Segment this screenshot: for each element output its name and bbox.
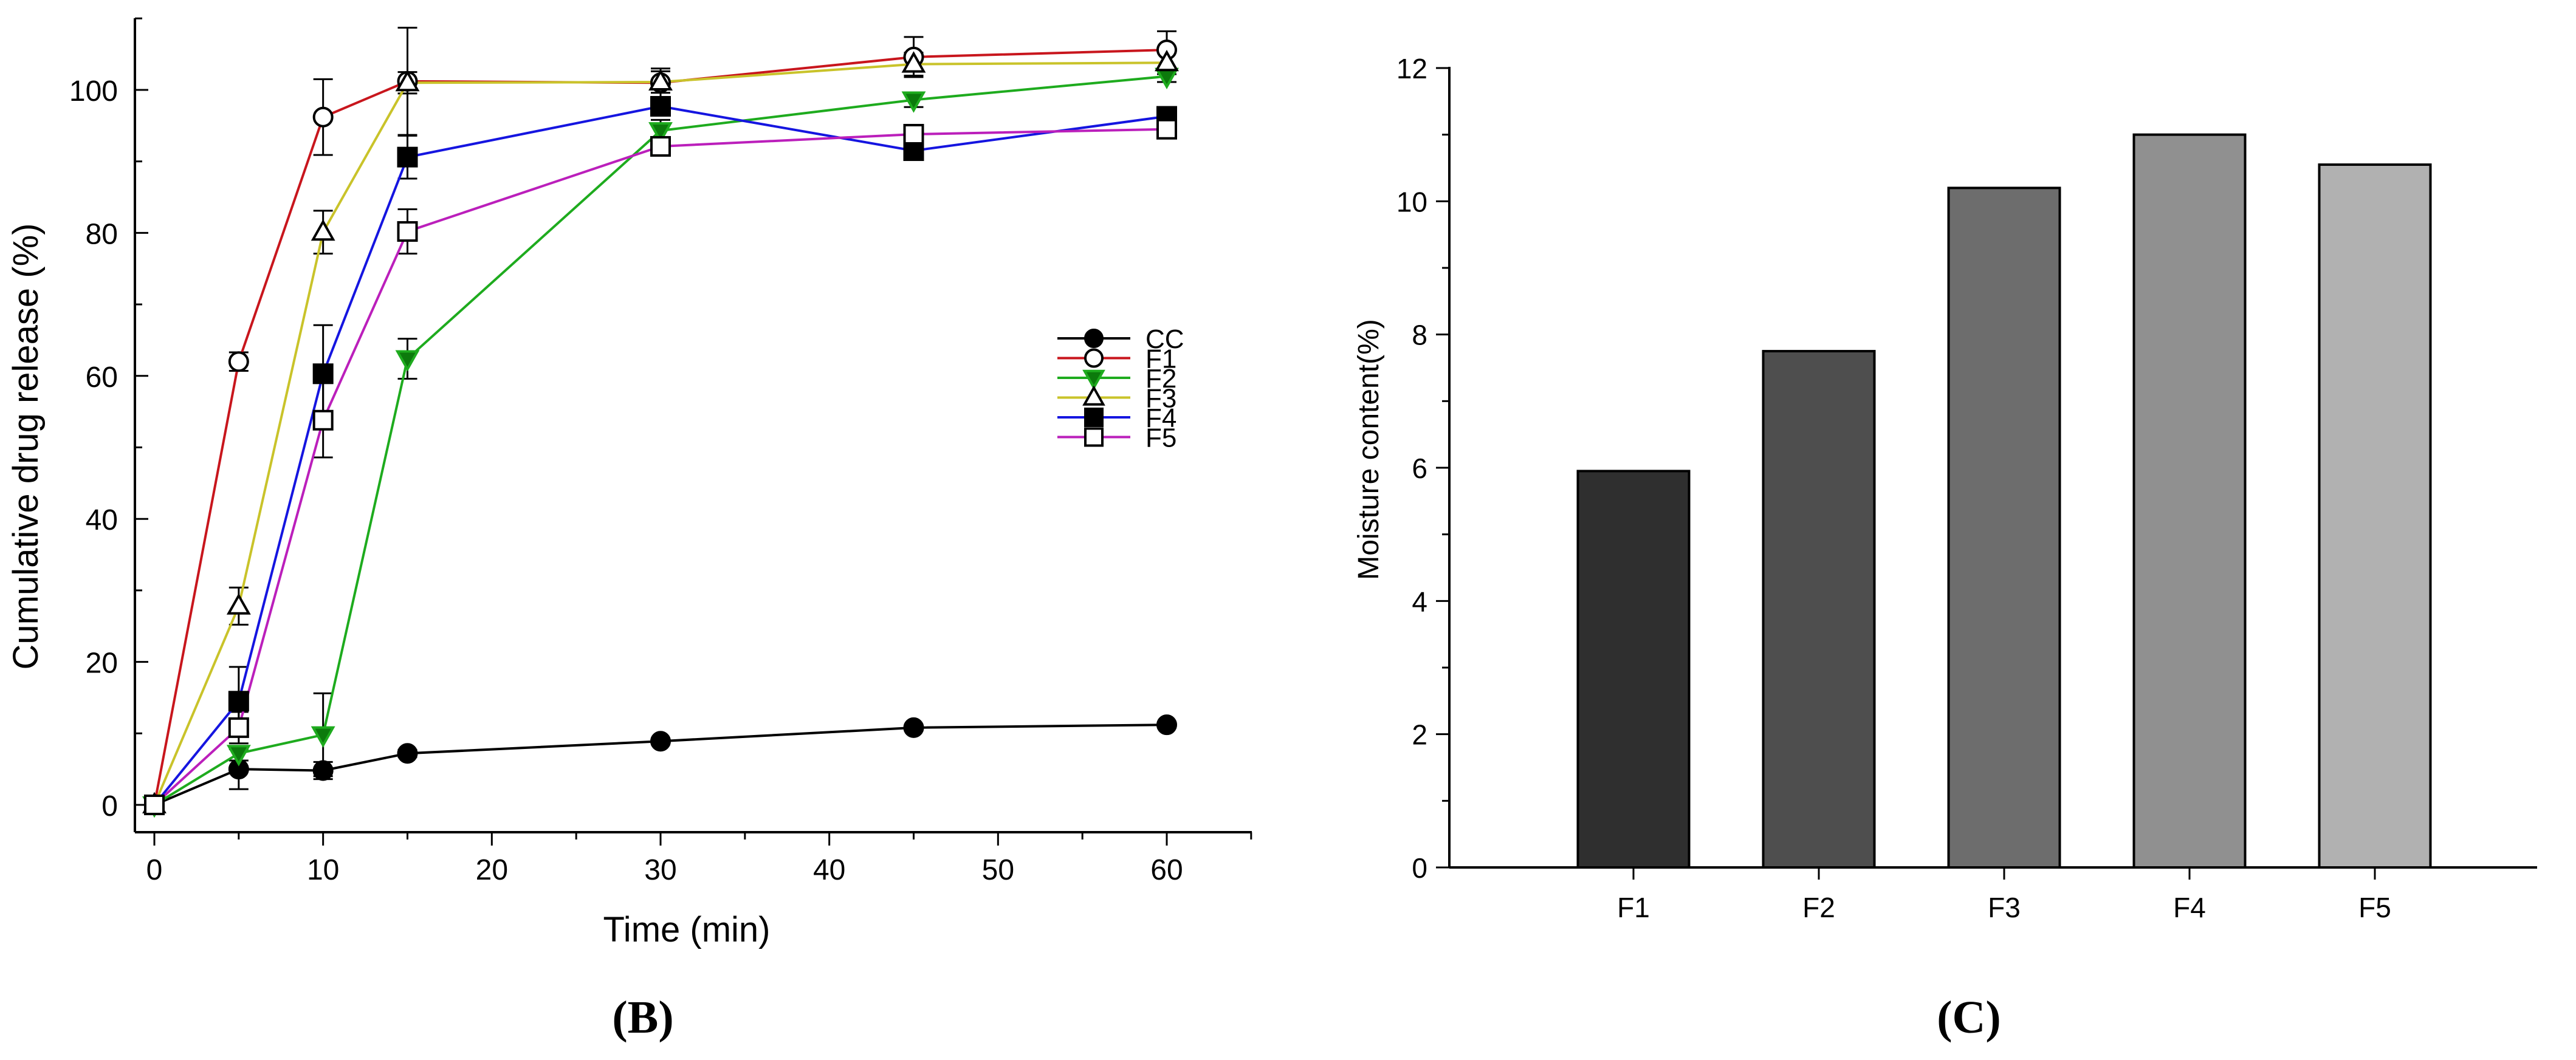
- bar-f2: [1762, 350, 1876, 869]
- data-point-f2: [395, 350, 420, 372]
- data-point-cc: [1156, 714, 1177, 736]
- data-point-cc: [312, 760, 334, 781]
- moisture-chart-y-tick-label: 12: [1396, 53, 1427, 84]
- release-chart-y-tick-label: 80: [86, 218, 118, 250]
- data-point-cc: [650, 731, 671, 752]
- release-chart-axes: 0 20 40 60 80 100 0 10 20 30 40 50 60: [69, 17, 1252, 886]
- release-chart-x-axis-label: Time (min): [603, 910, 771, 949]
- legend-label-f3: F3: [1145, 384, 1176, 414]
- bar-f5: [2318, 163, 2432, 869]
- panel-label-b: (B): [612, 992, 673, 1043]
- data-point-f2: [901, 91, 926, 113]
- release-chart-x-tick-label: 10: [307, 854, 339, 886]
- moisture-chart-x-tick-label: F5: [2358, 892, 2391, 923]
- data-point-f3: [901, 51, 926, 73]
- moisture-chart-x-tick-label: F4: [2173, 892, 2206, 923]
- data-point-f4: [228, 691, 249, 712]
- moisture-chart-y-tick-label: 2: [1412, 719, 1427, 751]
- moisture-chart-y-tick-label: 10: [1396, 186, 1427, 217]
- release-chart-y-tick-label: 0: [101, 790, 118, 822]
- legend-marker-f4: [1084, 408, 1104, 427]
- data-point-f1: [228, 351, 249, 372]
- legend-marker-f3: [1082, 385, 1105, 406]
- data-point-f4: [397, 146, 418, 168]
- bar-f1: [1576, 470, 1691, 869]
- bar-f4: [2132, 133, 2247, 869]
- series-line-f3: [153, 61, 1167, 805]
- release-chart-x-tick-label: 40: [813, 854, 845, 886]
- release-chart-y-tick-label: 40: [86, 504, 118, 536]
- series-line-f1: [153, 49, 1167, 805]
- data-point-f5: [312, 409, 334, 431]
- data-point-f4: [650, 96, 671, 117]
- legend-marker-f1: [1084, 348, 1104, 368]
- moisture-chart-x-tick-label: F3: [1988, 892, 2021, 923]
- release-line-chart: 0 20 40 60 80 100 0 10 20 30 40 50 60 Cumulative dru…: [6, 17, 1252, 1043]
- release-chart-x-tick-label: 30: [644, 854, 676, 886]
- release-chart-y-tick-label: 60: [86, 361, 118, 394]
- legend-label-cc: CC: [1145, 324, 1184, 354]
- data-point-f5: [228, 717, 249, 738]
- data-point-f3: [648, 69, 673, 91]
- release-chart-y-tick-label: 100: [69, 75, 118, 108]
- legend-label-f5: F5: [1145, 423, 1176, 453]
- series-line-f4: [153, 105, 1167, 806]
- data-point-f5: [144, 795, 165, 815]
- moisture-chart-y-tick-label: 8: [1412, 320, 1427, 351]
- legend-label-f4: F4: [1145, 403, 1176, 433]
- series-line-f5: [153, 128, 1167, 806]
- moisture-chart-y-tick-label: 0: [1412, 852, 1427, 884]
- data-point-f4: [312, 363, 334, 385]
- moisture-chart-x-tick-label: F1: [1617, 892, 1650, 923]
- data-point-f5: [903, 123, 924, 145]
- data-point-f3: [226, 593, 251, 615]
- data-point-f3: [1155, 49, 1179, 72]
- release-chart-x-tick-label: 20: [476, 854, 508, 886]
- legend-marker-cc: [1084, 329, 1104, 348]
- legend-label-f2: F2: [1145, 364, 1176, 394]
- moisture-chart-y-tick-label: 6: [1412, 453, 1427, 484]
- data-point-f3: [395, 69, 420, 92]
- release-chart-y-tick-label: 20: [86, 648, 118, 680]
- release-chart-x-tick-label: 0: [146, 854, 163, 886]
- data-point-cc: [397, 743, 418, 764]
- legend-marker-f2: [1082, 369, 1105, 391]
- release-chart-x-tick-label: 60: [1150, 854, 1183, 886]
- data-point-f1: [312, 106, 334, 128]
- data-point-f3: [311, 219, 335, 241]
- release-chart-series: [142, 27, 1179, 818]
- bar-f3: [1947, 186, 2061, 869]
- moisture-chart-y-axis-label: Moisture content(%): [1353, 319, 1385, 580]
- moisture-chart-y-tick-label: 4: [1412, 586, 1427, 617]
- legend-marker-f5: [1084, 427, 1104, 447]
- legend-label-f1: F1: [1145, 344, 1176, 374]
- data-point-f2: [226, 745, 251, 767]
- data-point-f2: [648, 122, 673, 144]
- data-point-f5: [650, 135, 671, 157]
- data-point-cc: [903, 717, 924, 738]
- moisture-chart-x-tick-label: F2: [1802, 892, 1835, 923]
- panel-label-c: (C): [1937, 992, 2001, 1043]
- release-chart-x-tick-label: 50: [982, 854, 1014, 886]
- data-point-f5: [1156, 118, 1177, 140]
- moisture-chart-bars: [1576, 133, 2432, 869]
- data-point-f2: [311, 726, 335, 748]
- release-chart-y-axis-label: Cumulative drug release (%): [6, 224, 46, 670]
- data-point-f5: [397, 221, 418, 242]
